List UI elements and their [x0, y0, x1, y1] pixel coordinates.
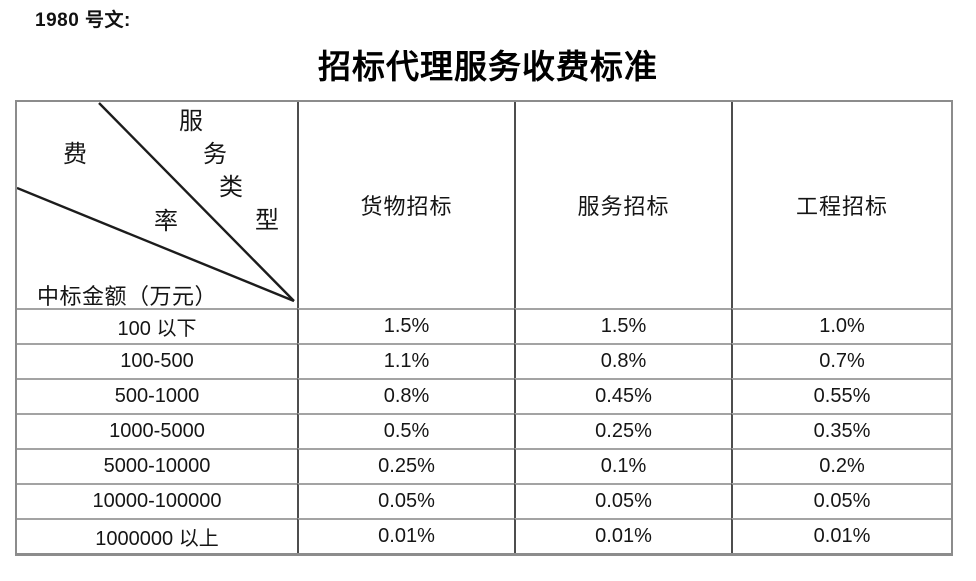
- diagonal-divider-lines: [17, 102, 295, 303]
- row-label: 1000000 以上: [17, 518, 297, 553]
- row-axis-label: 中标金额（万元）: [37, 284, 218, 308]
- row-label: 100-500: [17, 343, 297, 378]
- fee-cell: 0.25%: [514, 413, 731, 448]
- fee-cell: 0.35%: [731, 413, 951, 448]
- fee-cell: 0.05%: [297, 483, 514, 518]
- column-header-works: 工程招标: [731, 102, 951, 308]
- row-label: 10000-100000: [17, 483, 297, 518]
- row-label: 5000-10000: [17, 448, 297, 483]
- row-label: 1000-5000: [17, 413, 297, 448]
- fee-cell: 1.1%: [297, 343, 514, 378]
- fee-cell: 0.01%: [297, 518, 514, 553]
- fee-rate-char: 率: [154, 209, 178, 235]
- row-label: 500-1000: [17, 378, 297, 413]
- table-corner-cell: 服 务 类 型 费 率 中标金额（万元）: [17, 102, 297, 308]
- column-header-services: 服务招标: [514, 102, 731, 308]
- fee-cell: 0.01%: [514, 518, 731, 553]
- fee-cell: 1.5%: [514, 308, 731, 343]
- fee-cell: 1.5%: [297, 308, 514, 343]
- fee-cell: 0.05%: [514, 483, 731, 518]
- service-type-char: 服: [179, 109, 203, 135]
- fee-cell: 0.7%: [731, 343, 951, 378]
- fee-cell: 0.2%: [731, 448, 951, 483]
- fee-cell: 0.05%: [731, 483, 951, 518]
- fee-rate-char: 费: [63, 142, 87, 168]
- service-type-char: 型: [255, 208, 279, 234]
- row-label: 100 以下: [17, 308, 297, 343]
- fee-cell: 0.8%: [297, 378, 514, 413]
- fee-cell: 0.01%: [731, 518, 951, 553]
- fee-cell: 1.0%: [731, 308, 951, 343]
- service-type-char: 务: [203, 142, 227, 168]
- fee-cell: 0.25%: [297, 448, 514, 483]
- fee-standard-table: 服 务 类 型 费 率 中标金额（万元） 货物招标 服务招标 工程招标 100 …: [15, 100, 953, 556]
- fee-cell: 0.1%: [514, 448, 731, 483]
- column-header-goods: 货物招标: [297, 102, 514, 308]
- fee-cell: 0.55%: [731, 378, 951, 413]
- fee-cell: 0.45%: [514, 378, 731, 413]
- fee-cell: 0.8%: [514, 343, 731, 378]
- doc-ref-label: 1980 号文:: [35, 10, 131, 31]
- page-title: 招标代理服务收费标准: [318, 50, 658, 86]
- fee-cell: 0.5%: [297, 413, 514, 448]
- service-type-char: 类: [219, 175, 243, 201]
